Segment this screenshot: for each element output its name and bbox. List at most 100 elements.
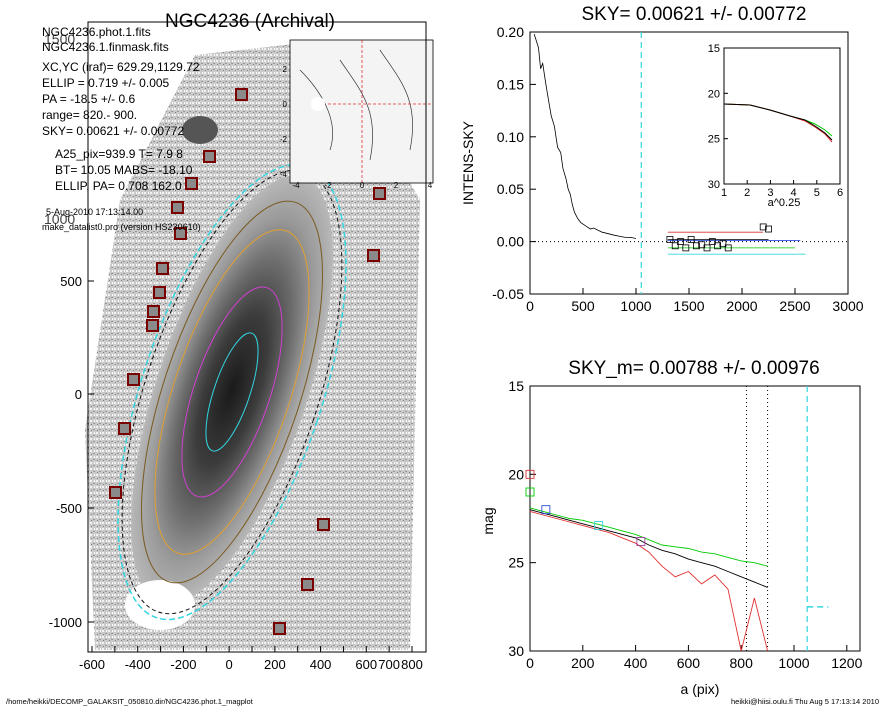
mag-y-tick-label: 30 — [508, 643, 524, 659]
inset-x-tick-label: 4 — [791, 187, 797, 199]
image-x-tick-label: 200 — [264, 657, 286, 672]
sky-box-marker — [708, 238, 716, 246]
overlap-tick-label: 1500 — [44, 31, 75, 47]
sky-chart-frame — [529, 31, 849, 295]
inset-ytick: -2 — [280, 135, 288, 144]
inset-xtick: -2 — [324, 181, 332, 190]
mag-x-tick-label: 1000 — [778, 655, 809, 671]
sky-chart: SKY= 0.00621 +/- 0.00772 INTENS-SKY 0 500… — [460, 4, 864, 314]
info-line: SKY= 0.00621 +/- 0.00772 — [42, 124, 184, 138]
mag-x-tick-label: 400 — [624, 655, 648, 671]
mag-chart-title: SKY_m= 0.00788 +/- 0.00976 — [568, 358, 819, 379]
mag-chart-ticks: 0 200 400 600 800 1000 1200 15 20 25 30 — [508, 378, 862, 671]
sky-y-tick-label: 0.20 — [497, 24, 524, 40]
sky-profile-line — [533, 33, 637, 239]
sky-box-marker — [677, 238, 684, 246]
info-line: ELLIP = 0.719 +/- 0.005 — [42, 76, 170, 90]
mag-x-tick-label: 0 — [526, 655, 534, 671]
info-line: range= 820.- 900. — [42, 108, 137, 122]
sky-box-marker — [687, 236, 695, 243]
sky-chart-title: SKY= 0.00621 +/- 0.00772 — [581, 4, 806, 25]
mag-box-marker — [594, 521, 604, 531]
sky-y-tick-label: 0.05 — [497, 181, 524, 197]
footer-path: /home/heikki/DECOMP_GALAKSIT_050810.dir/… — [6, 697, 254, 706]
sky-box-marker — [671, 242, 679, 250]
inset-y-tick-label: 15 — [708, 43, 720, 55]
image-y-axis: 500 0 -500 -1000 — [49, 274, 94, 630]
image-y-tick-label: 500 — [60, 274, 82, 289]
info-lines: NGC4236.phot.1.fits NGC4236.1.finmask.fi… — [42, 25, 201, 232]
image-y-tick-label: -500 — [56, 501, 82, 516]
info-line: NGC4236.1.finmask.fits — [42, 40, 169, 54]
inset-ytick: 0 — [283, 100, 288, 109]
info-line: BT= 10.05 MABS= -18.10 — [55, 163, 193, 177]
mag-profile-line — [529, 510, 769, 652]
inset-xtick: 0 — [360, 181, 365, 190]
image-x-tick-label: 800 — [401, 657, 423, 672]
mag-chart-xlabel: a (pix) — [681, 681, 720, 697]
info-line: NGC4236.phot.1.fits — [42, 25, 151, 39]
inset-x-tick-label: 3 — [767, 187, 773, 199]
sky-y-tick-label: -0.05 — [492, 286, 524, 302]
sky-chart-ylabel: INTENS-SKY — [460, 120, 476, 205]
masked-star — [125, 580, 195, 630]
footer-user: heikki@hiisi.oulu.fi Thu Aug 5 17:13:14 … — [731, 697, 879, 706]
sky-x-tick-label: 3000 — [832, 298, 863, 314]
inset-xtick: 2 — [394, 181, 399, 190]
info-line: ELLIP, PA= 0.708 162.0 — [55, 179, 182, 193]
program-line: make_datalist0.pro (version HS230610) — [42, 222, 201, 232]
date-line: 5-Aug-2010 17:13:14.00 — [46, 207, 143, 217]
isophote-inner-cyan — [205, 332, 259, 452]
sky-x-tick-label: 500 — [571, 298, 595, 314]
sky-x-tick-label: 1000 — [620, 298, 651, 314]
mag-box-marker — [525, 469, 535, 479]
inset-xtick: -4 — [292, 181, 300, 190]
mag-box-marker — [525, 487, 535, 497]
image-x-tick-label: -600 — [79, 657, 105, 672]
image-axes-frame — [87, 21, 427, 653]
sky-y-tick-label: 0.15 — [497, 76, 524, 92]
inset-x-tick-label: 5 — [814, 187, 820, 199]
inset-x-tick-label: 1 — [721, 187, 727, 199]
sky-x-tick-label: 1500 — [673, 298, 704, 314]
sky-box-marker — [714, 242, 722, 250]
info-line: A25_pix=939.9 T= 7.9 8 — [55, 147, 183, 161]
mag-x-tick-label: 800 — [730, 655, 754, 671]
image-x-tick-label: -400 — [125, 657, 151, 672]
info-line: PA = -18.5 +/- 0.6 — [42, 92, 135, 106]
sky-chart-ticks: 0 500 1000 1500 2000 2500 3000 0.20 0.15 0.10 0.05… — [492, 24, 864, 314]
mag-y-tick-label: 25 — [508, 555, 524, 571]
sky-box-marker — [693, 242, 700, 250]
image-y-tick-label: 0 — [75, 387, 82, 402]
sky-y-tick-label: 0.10 — [497, 129, 524, 145]
image-panel: NGC4236 (Archival) — [42, 11, 434, 672]
image-y-tick-label: -1000 — [49, 615, 82, 630]
mag-profile-line — [529, 507, 768, 567]
sky-x-tick-label: 2500 — [779, 298, 810, 314]
inset-y-tick-label: 20 — [708, 88, 720, 100]
inset-y-tick-label: 30 — [708, 179, 720, 191]
sky-inset-xlabel: a^0.25 — [768, 197, 801, 209]
sky-y-tick-label: 0.00 — [497, 234, 524, 250]
sky-inset-ticks: 1 2 3 4 5 6 15 20 25 30 — [708, 43, 843, 199]
mag-chart: SKY_m= 0.00788 +/- 0.00976 mag a (pix) 0… — [480, 358, 863, 697]
sky-box-marker — [666, 236, 674, 243]
sky-x-tick-label: 2000 — [726, 298, 757, 314]
isophote-magenta — [181, 286, 283, 498]
sky-box-marker — [765, 225, 772, 233]
mag-chart-marks — [525, 386, 829, 652]
mag-chart-ylabel: mag — [480, 507, 496, 534]
mag-chart-frame — [529, 385, 861, 652]
sky-inset-curves — [723, 103, 833, 143]
mag-x-tick-label: 600 — [677, 655, 701, 671]
mag-x-tick-label: 200 — [571, 655, 595, 671]
mag-y-tick-label: 20 — [508, 466, 524, 482]
image-x-axis: -600 -400 -200 0 200 400 600 700 800 — [79, 646, 423, 672]
mag-profile-line — [529, 509, 768, 588]
sky-box-marker — [759, 223, 767, 231]
inset-x-tick-label: 6 — [837, 187, 843, 199]
info-line: XC,YC (iraf)= 629.29,1129.72 — [42, 60, 200, 74]
mag-x-tick-label: 1200 — [831, 655, 862, 671]
inset-x-tick-label: 2 — [744, 187, 750, 199]
